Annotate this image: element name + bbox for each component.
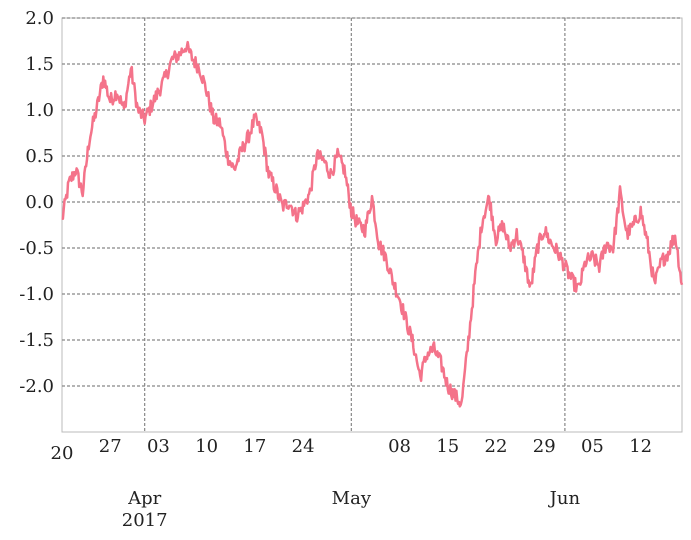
y-tick-label: -1.0 xyxy=(19,284,54,305)
y-tick-label: -1.5 xyxy=(19,330,54,351)
series-line xyxy=(61,40,684,408)
x-year-label: 2017 xyxy=(122,510,168,531)
y-tick-label: 2.0 xyxy=(25,8,54,29)
x-minor-tick-label: 05 xyxy=(581,436,604,457)
x-major-tick-label: Jun xyxy=(548,488,581,509)
x-minor-tick-label: 29 xyxy=(533,436,556,457)
y-tick-label: 0.0 xyxy=(25,192,54,213)
x-minor-tick-label: 24 xyxy=(292,436,315,457)
y-axis: -2.0 -1.5 -1.0 -0.5 0.0 0.5 1.0 1.5 2.0 xyxy=(19,8,54,397)
x-minor-tick-label: 22 xyxy=(485,436,508,457)
x-minor-tick-label: 12 xyxy=(629,436,652,457)
y-tick-label: -2.0 xyxy=(19,376,54,397)
grid-lines xyxy=(62,17,682,432)
x-minor-tick-label: 08 xyxy=(388,436,411,457)
x-minor-tick-label: 20 xyxy=(51,443,74,464)
x-major-tick-label: May xyxy=(332,488,372,509)
x-major-tick-label: Apr xyxy=(127,488,162,509)
x-minor-tick-label: 10 xyxy=(195,436,218,457)
y-tick-label: 1.5 xyxy=(25,54,54,75)
plot-area xyxy=(61,17,683,433)
x-minor-tick-label: 15 xyxy=(436,436,459,457)
x-minor-tick-label: 27 xyxy=(99,436,122,457)
series-layer xyxy=(61,40,684,408)
y-tick-label: -0.5 xyxy=(19,238,54,259)
y-tick-label: 1.0 xyxy=(25,100,54,121)
x-minor-tick-label: 03 xyxy=(147,436,170,457)
y-tick-label: 0.5 xyxy=(25,146,54,167)
x-minor-tick-label: 17 xyxy=(243,436,266,457)
